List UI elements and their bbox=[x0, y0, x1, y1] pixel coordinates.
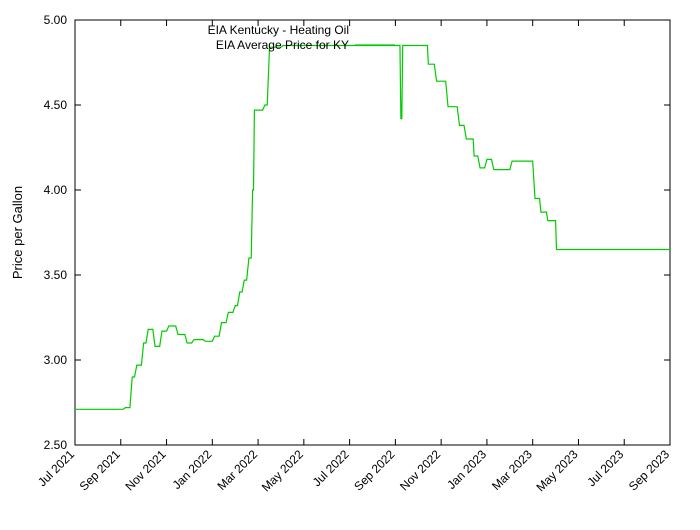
legend-label: EIA Average Price for KY bbox=[216, 38, 349, 52]
y-tick-label: 5.00 bbox=[44, 13, 68, 27]
y-tick-label: 3.50 bbox=[44, 268, 68, 282]
y-tick-label: 4.50 bbox=[44, 98, 68, 112]
y-tick-label: 4.00 bbox=[44, 183, 68, 197]
price-chart: 2.503.003.504.004.505.00Jul 2021Sep 2021… bbox=[0, 0, 700, 525]
legend-label: EIA Kentucky - Heating Oil bbox=[208, 23, 349, 37]
y-tick-label: 3.00 bbox=[44, 353, 68, 367]
y-axis-label: Price per Gallon bbox=[10, 186, 25, 279]
